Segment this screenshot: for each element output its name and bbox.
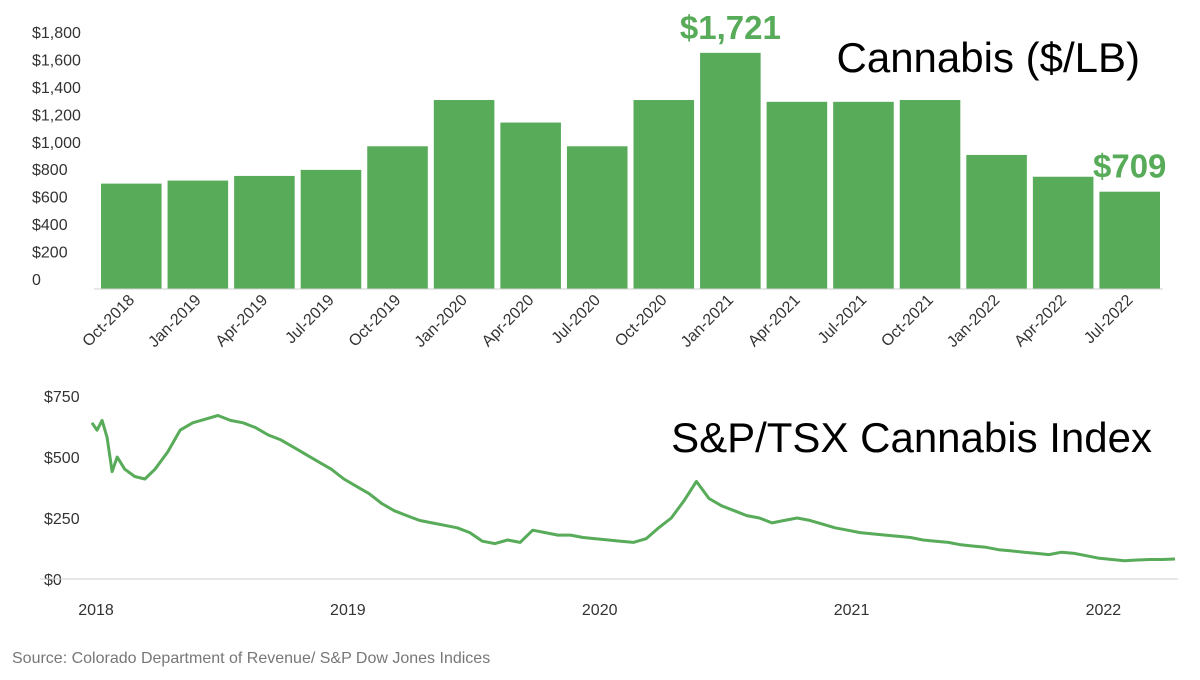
bar-jan-2022 bbox=[966, 154, 1027, 289]
x-tick-label: Jul-2019 bbox=[282, 292, 337, 347]
bar-jul-2020 bbox=[566, 146, 628, 289]
bar-jul-2021 bbox=[833, 101, 894, 289]
bar-jan-2019 bbox=[167, 180, 229, 289]
y-tick-label: $0 bbox=[44, 572, 62, 589]
bar-apr-2019 bbox=[234, 175, 295, 289]
bar-jan-2020 bbox=[433, 100, 495, 289]
x-tick-label: 2020 bbox=[582, 602, 618, 619]
bar-oct-2018 bbox=[101, 183, 162, 289]
line-chart-series-line bbox=[90, 414, 1176, 563]
x-tick-label: 2019 bbox=[330, 602, 366, 619]
bar-oct-2020 bbox=[633, 100, 695, 289]
bar-chart-annotations: $1,721 $709 bbox=[680, 9, 1167, 185]
x-tick-label: 2022 bbox=[1086, 602, 1122, 619]
x-tick-label: Jan-2021 bbox=[678, 292, 737, 351]
bar-jan-2021 bbox=[700, 52, 761, 289]
y-tick-label: $600 bbox=[32, 190, 68, 207]
y-tick-label: $400 bbox=[32, 217, 68, 234]
x-tick-label: Jul-2022 bbox=[1081, 292, 1136, 347]
bar-jul-2022 bbox=[1099, 191, 1160, 289]
line-chart-y-axis: $0 $250 $500 $750 bbox=[44, 389, 80, 589]
x-tick-label: Oct-2021 bbox=[878, 292, 937, 351]
y-tick-label: $800 bbox=[32, 162, 68, 179]
x-tick-label: Oct-2020 bbox=[612, 292, 671, 351]
x-tick-label: Apr-2020 bbox=[479, 292, 538, 351]
bar-chart-y-axis: 0 $200 $400 $600 $800 $1,000 $1,200 $1,400 $1,60… bbox=[32, 25, 81, 289]
x-tick-label: Jul-2021 bbox=[815, 292, 870, 347]
y-tick-label: $200 bbox=[32, 245, 68, 262]
bar-chart-title: Cannabis ($/LB) bbox=[837, 34, 1141, 81]
line-chart-title: S&P/TSX Cannabis Index bbox=[671, 414, 1152, 461]
x-tick-label: Oct-2019 bbox=[346, 292, 405, 351]
bar-apr-2020 bbox=[500, 122, 561, 290]
x-tick-label: 2018 bbox=[78, 602, 114, 619]
x-tick-label: Apr-2021 bbox=[745, 292, 804, 351]
y-tick-label: $1,000 bbox=[32, 135, 81, 152]
x-tick-label: Jan-2019 bbox=[145, 292, 204, 351]
x-tick-label: Apr-2019 bbox=[213, 292, 272, 351]
bar-oct-2021 bbox=[899, 100, 961, 289]
y-tick-label: $1,600 bbox=[32, 52, 81, 69]
source-note: Source: Colorado Department of Revenue/ … bbox=[12, 650, 491, 667]
bar-chart-bars bbox=[101, 52, 1160, 290]
x-tick-label: Jan-2022 bbox=[944, 292, 1003, 351]
line-chart-cannabis-index: $0 $250 $500 $750 2018 2019 2020 2021 2022 S&P/… bbox=[40, 389, 1178, 619]
bar-chart-x-axis: Oct-2018 Jan-2019 Apr-2019 Jul-2019 Oct-2019… bbox=[80, 292, 1137, 351]
callout-label: $1,721 bbox=[680, 9, 781, 46]
bar-apr-2022 bbox=[1032, 176, 1094, 289]
bar-oct-2019 bbox=[367, 146, 428, 289]
x-tick-label: Jan-2020 bbox=[412, 292, 471, 351]
callout-label: $709 bbox=[1093, 148, 1166, 185]
y-tick-label: $500 bbox=[44, 450, 80, 467]
y-tick-label: 0 bbox=[32, 272, 41, 289]
y-tick-label: $1,800 bbox=[32, 25, 81, 42]
y-tick-label: $750 bbox=[44, 389, 80, 406]
x-tick-label: Apr-2022 bbox=[1011, 292, 1070, 351]
x-tick-label: Jul-2020 bbox=[549, 292, 604, 347]
bar-jul-2019 bbox=[300, 169, 362, 289]
line-chart-x-axis: 2018 2019 2020 2021 2022 bbox=[78, 602, 1121, 619]
x-tick-label: 2021 bbox=[834, 602, 870, 619]
y-tick-label: $1,200 bbox=[32, 107, 81, 124]
y-tick-label: $250 bbox=[44, 511, 80, 528]
x-tick-label: Oct-2018 bbox=[80, 292, 139, 351]
bar-apr-2021 bbox=[766, 101, 828, 289]
y-tick-label: $1,400 bbox=[32, 80, 81, 97]
bar-chart-cannabis-price: 0 $200 $400 $600 $800 $1,000 $1,200 $1,400 $1,60… bbox=[32, 9, 1167, 351]
